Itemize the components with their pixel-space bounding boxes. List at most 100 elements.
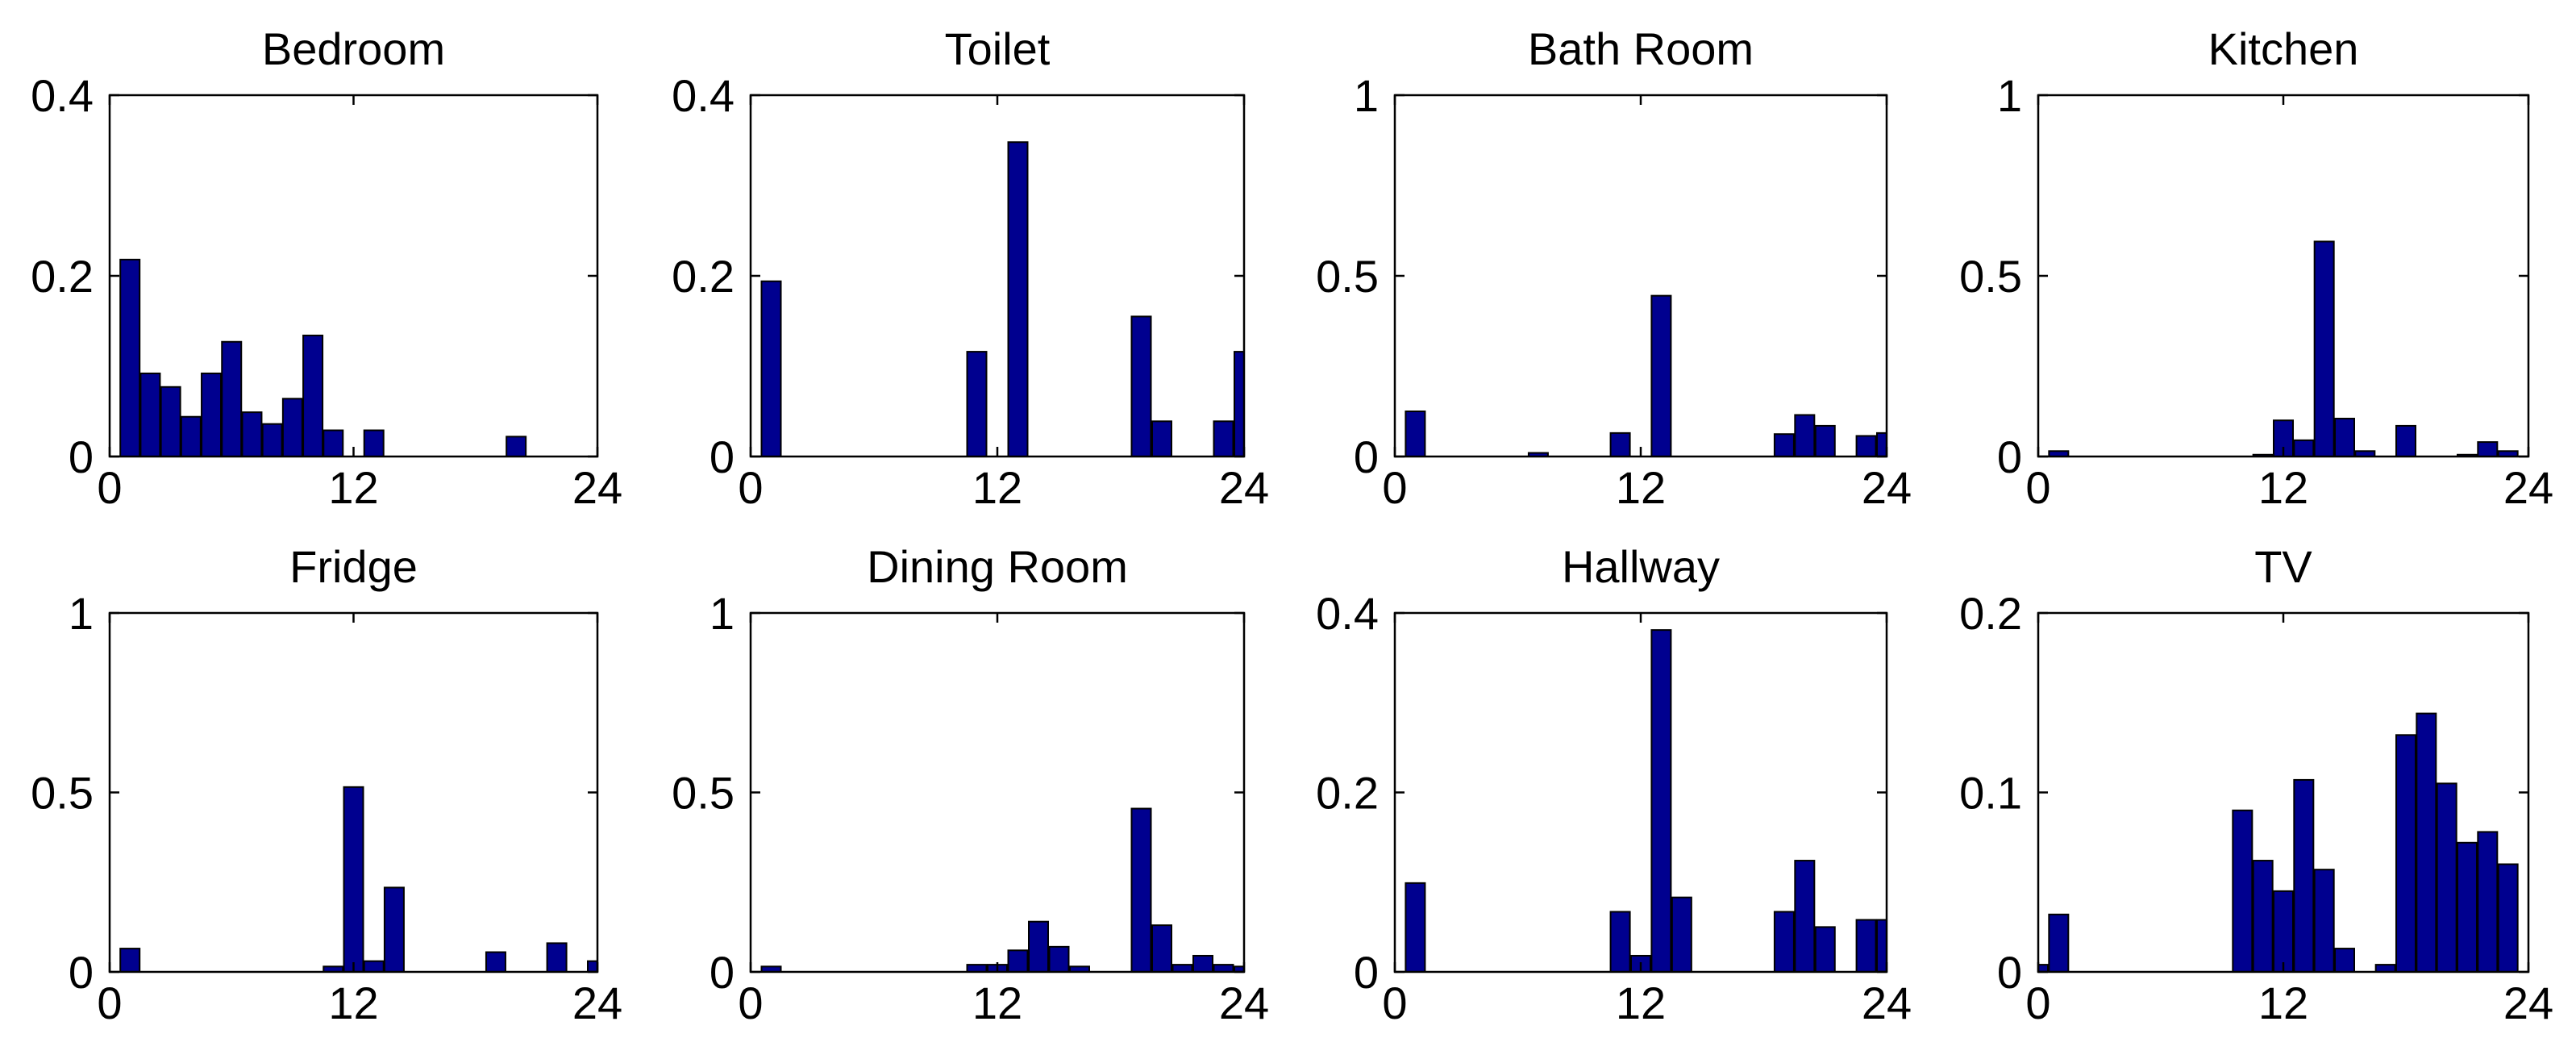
- bar: [1007, 141, 1029, 458]
- x-tick-label: 24: [1862, 978, 1912, 1028]
- bar: [2457, 841, 2478, 974]
- bar: [323, 429, 344, 458]
- y-tick-label: 0.4: [31, 70, 94, 121]
- bar: [1234, 351, 1245, 457]
- bar: [1048, 945, 1070, 973]
- subplot-dining-room: 0 12 24 0 0.5 1 Dining Room: [672, 541, 1269, 1028]
- x-tick-label: 0: [738, 462, 763, 513]
- subplot-hallway: 0 12 24 0 0.2 0.4 Hallway: [1316, 541, 1912, 1028]
- bar: [1213, 964, 1234, 973]
- x-tick-label: 24: [1862, 462, 1912, 513]
- bar: [201, 372, 223, 457]
- bar: [1814, 926, 1836, 973]
- bar: [1151, 924, 1172, 974]
- bar: [1773, 911, 1795, 974]
- bar: [2334, 948, 2355, 973]
- bar: [2313, 240, 2335, 457]
- y-tick-label: 0.2: [672, 251, 735, 302]
- panel-title: Bath Room: [1528, 23, 1754, 74]
- x-tick-label: 24: [1219, 462, 1269, 513]
- panel-title: Hallway: [1562, 541, 1720, 592]
- bar: [1405, 882, 1426, 974]
- x-tick-label: 24: [2503, 978, 2553, 1028]
- bar: [1171, 964, 1193, 973]
- y-tick-label: 1: [710, 588, 735, 639]
- bar: [506, 436, 527, 457]
- plot-frame: [1393, 94, 1888, 458]
- bar: [383, 886, 405, 974]
- bar: [1876, 432, 1887, 458]
- bar: [2416, 712, 2437, 973]
- y-tick-label: 0.2: [1316, 768, 1379, 819]
- subplot-bath-room: 0 12 24 0 0.5 1 Bath Room: [1316, 23, 1912, 513]
- bar: [546, 942, 568, 974]
- x-tick-label: 24: [1219, 978, 1269, 1028]
- x-tick-label: 12: [972, 978, 1022, 1028]
- x-tick-label: 0: [1382, 462, 1407, 513]
- bar: [241, 411, 263, 457]
- subplot-kitchen: 0 12 24 0 0.5 1 Kitchen: [1959, 23, 2553, 513]
- y-tick-label: 0: [1997, 432, 2022, 482]
- y-tick-label: 0: [69, 947, 94, 998]
- y-tick-label: 0: [710, 947, 735, 998]
- bar: [1213, 420, 1234, 458]
- bar: [966, 351, 988, 457]
- bar: [363, 960, 385, 974]
- x-tick-label: 12: [2258, 462, 2308, 513]
- plot-frame: [108, 94, 599, 458]
- x-tick-label: 24: [2503, 462, 2553, 513]
- bar: [302, 334, 324, 458]
- bar: [2037, 964, 2049, 973]
- x-tick-label: 0: [738, 978, 763, 1028]
- bar: [1609, 911, 1631, 974]
- x-tick-label: 12: [328, 462, 378, 513]
- subplot-fridge: 0 12 24 0 0.5 1 Fridge: [31, 541, 622, 1028]
- bar: [1405, 411, 1426, 457]
- bar: [1609, 432, 1631, 458]
- panel-title: Toilet: [945, 23, 1051, 74]
- bar: [1855, 435, 1877, 457]
- y-tick-label: 0.5: [1959, 251, 2022, 302]
- y-tick-label: 0: [1354, 947, 1379, 998]
- bar: [2477, 441, 2499, 458]
- bar: [2313, 869, 2335, 974]
- bar: [363, 429, 385, 458]
- x-tick-label: 12: [1616, 978, 1666, 1028]
- bar: [2334, 417, 2355, 458]
- bar: [2048, 913, 2070, 974]
- y-tick-label: 0: [1997, 947, 2022, 998]
- x-tick-label: 0: [97, 462, 122, 513]
- bar: [1876, 919, 1887, 973]
- bar: [1814, 424, 1836, 457]
- x-tick-label: 0: [2025, 462, 2050, 513]
- x-tick-label: 12: [1616, 462, 1666, 513]
- x-tick-label: 12: [2258, 978, 2308, 1028]
- y-tick-label: 1: [1354, 70, 1379, 121]
- bar: [2232, 809, 2253, 973]
- x-tick-label: 0: [2025, 978, 2050, 1028]
- y-tick-label: 0: [69, 432, 94, 482]
- bar: [1773, 433, 1795, 457]
- bar: [1671, 896, 1692, 973]
- bar: [281, 398, 303, 458]
- y-tick-label: 0.1: [1959, 768, 2022, 819]
- plot-frame: [749, 94, 1246, 458]
- bar: [1794, 414, 1816, 457]
- bar: [119, 258, 141, 457]
- bar: [343, 786, 364, 974]
- bar: [485, 951, 506, 974]
- y-tick-label: 0: [710, 432, 735, 482]
- bar: [966, 964, 988, 973]
- bar: [119, 948, 141, 973]
- y-tick-label: 0.4: [1316, 588, 1379, 639]
- bar: [1130, 807, 1152, 974]
- bar: [1650, 294, 1672, 458]
- panel-title: TV: [2254, 541, 2312, 592]
- bar: [2293, 439, 2315, 458]
- bar: [2395, 424, 2416, 457]
- plot-frame: [2037, 94, 2530, 458]
- y-tick-label: 0.2: [31, 251, 94, 302]
- y-tick-label: 0.5: [672, 768, 735, 819]
- y-tick-label: 0.5: [31, 768, 94, 819]
